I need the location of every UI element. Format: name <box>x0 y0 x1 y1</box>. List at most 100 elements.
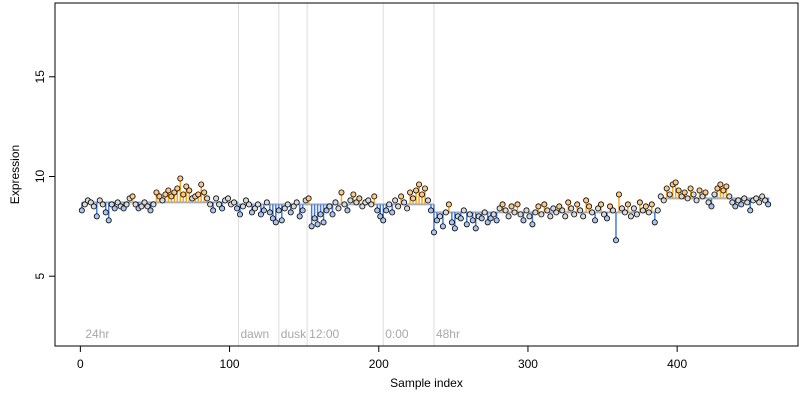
data-point <box>159 197 166 204</box>
data-point <box>407 189 414 196</box>
data-point <box>505 213 512 220</box>
data-point <box>413 187 420 194</box>
data-point <box>371 193 378 200</box>
data-point <box>177 175 184 182</box>
data-point <box>201 189 208 196</box>
data-point <box>651 219 658 226</box>
section-label: 48hr <box>436 327 460 341</box>
data-point <box>296 213 303 220</box>
data-point <box>356 195 363 202</box>
data-point <box>642 203 649 210</box>
data-point <box>484 219 491 226</box>
data-point <box>556 203 563 210</box>
data-point <box>708 203 715 210</box>
data-point <box>544 207 551 214</box>
data-point <box>234 205 241 212</box>
data-point <box>678 193 685 200</box>
y-tick-label: 15 <box>33 70 47 84</box>
data-point <box>419 191 426 198</box>
data-point <box>601 211 608 218</box>
y-axis-title: Expression <box>8 145 22 204</box>
data-point <box>392 197 399 204</box>
data-point <box>436 213 443 220</box>
data-point <box>422 185 429 192</box>
data-point <box>633 211 640 218</box>
data-point <box>287 209 294 216</box>
data-point <box>463 221 470 228</box>
data-point <box>81 201 88 208</box>
data-point <box>144 203 151 210</box>
data-point <box>401 199 408 206</box>
data-point <box>574 201 581 208</box>
data-point <box>207 201 214 208</box>
data-point <box>598 201 605 208</box>
data-point <box>290 203 297 210</box>
x-axis: 0 100 200 300 400 <box>77 345 687 371</box>
data-point <box>762 197 769 204</box>
data-point <box>672 179 679 186</box>
data-point <box>93 213 100 220</box>
data-point <box>433 217 440 224</box>
data-point <box>553 209 560 216</box>
data-point <box>314 221 321 228</box>
data-point <box>284 201 291 208</box>
data-point <box>99 201 106 208</box>
data-point <box>565 199 572 206</box>
data-point <box>607 203 614 210</box>
data-points <box>78 175 772 244</box>
data-point <box>338 189 345 196</box>
data-point <box>129 193 136 200</box>
data-point <box>583 197 590 204</box>
data-point <box>612 237 619 244</box>
data-point <box>308 223 315 230</box>
data-point <box>326 203 333 210</box>
data-point <box>586 203 593 210</box>
data-point <box>299 207 306 214</box>
data-point <box>442 209 449 216</box>
data-point <box>278 217 285 224</box>
data-point <box>156 193 163 200</box>
data-point <box>380 217 387 224</box>
data-point <box>344 207 351 214</box>
data-point <box>699 193 706 200</box>
section-label: dusk <box>281 327 307 341</box>
data-point <box>741 195 748 202</box>
data-point <box>577 207 584 214</box>
data-point <box>675 187 682 194</box>
data-point <box>341 201 348 208</box>
data-point <box>335 205 342 212</box>
data-point <box>657 193 664 200</box>
plot-frame <box>54 2 799 347</box>
data-point <box>111 205 118 212</box>
data-point <box>404 205 411 212</box>
data-point <box>535 203 542 210</box>
data-point <box>424 197 431 204</box>
data-point <box>153 189 160 196</box>
data-point <box>239 203 246 210</box>
data-point <box>269 215 276 222</box>
data-point <box>711 191 718 198</box>
data-point <box>493 217 500 224</box>
data-point <box>580 213 587 220</box>
data-point <box>186 187 193 194</box>
data-point <box>726 193 733 200</box>
data-point <box>132 201 139 208</box>
data-point <box>183 183 190 190</box>
data-point <box>654 207 661 214</box>
data-point <box>666 191 673 198</box>
data-point <box>213 195 220 202</box>
data-point <box>714 185 721 192</box>
data-point <box>305 195 312 202</box>
data-point <box>368 201 375 208</box>
data-point <box>266 209 273 216</box>
data-point <box>508 203 515 210</box>
data-point <box>96 197 103 204</box>
data-point <box>759 193 766 200</box>
data-point <box>386 201 393 208</box>
data-point <box>472 225 479 232</box>
data-point <box>332 199 339 206</box>
data-point <box>562 213 569 220</box>
data-point <box>78 207 85 214</box>
data-point <box>645 209 652 216</box>
